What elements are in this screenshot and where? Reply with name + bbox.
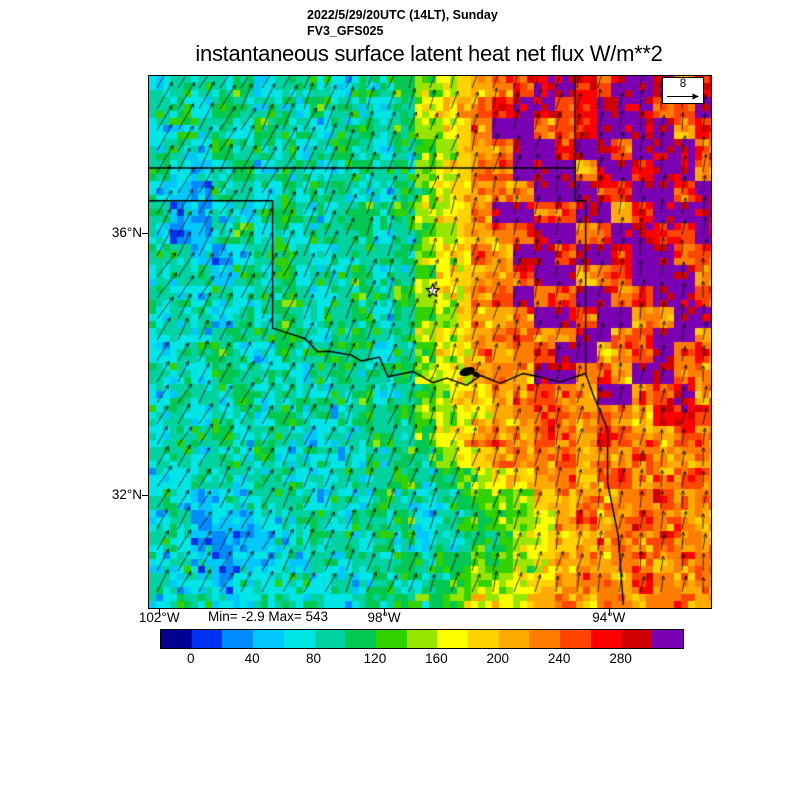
colorbar-tick-label: 80 bbox=[306, 651, 322, 666]
colorbar-segment bbox=[283, 630, 315, 648]
colorbar-segment bbox=[253, 630, 284, 648]
lat-tick bbox=[142, 232, 148, 234]
plot-title: instantaneous surface latent heat net fl… bbox=[195, 41, 663, 66]
colorbar-segment bbox=[652, 630, 683, 648]
colorbar-tick-label: 240 bbox=[547, 651, 571, 666]
colorbar-segment bbox=[529, 630, 561, 648]
map-area: 8 bbox=[148, 75, 712, 609]
colorbar-segment bbox=[314, 630, 346, 648]
lat-label: 32°N bbox=[111, 487, 142, 503]
colorbar-segment bbox=[621, 630, 653, 648]
colorbar-segment bbox=[161, 630, 192, 648]
colorbar-tick-label: 160 bbox=[425, 651, 448, 666]
colorbar-segment bbox=[191, 630, 223, 648]
colorbar-segment bbox=[498, 630, 530, 648]
colorbar-segment bbox=[375, 630, 407, 648]
colorbar-segment bbox=[468, 630, 499, 648]
colorbar-segment bbox=[437, 630, 469, 648]
plot-header: 2022/5/29/20UTC (14LT), Sunday FV3_GFS02… bbox=[307, 8, 498, 39]
wind-reference-value: 8 bbox=[679, 78, 687, 90]
colorbar-tick-label: 200 bbox=[486, 651, 510, 666]
wind-reference-arrow-icon bbox=[667, 93, 699, 100]
lat-label: 36°N bbox=[111, 224, 142, 240]
lon-tick bbox=[384, 609, 386, 615]
colorbar-tick-labels: 0 40 80 120 160 200 240 280 bbox=[160, 651, 682, 667]
colorbar-segment bbox=[560, 630, 591, 648]
lon-tick bbox=[608, 609, 610, 615]
datetime-line: 2022/5/29/20UTC (14LT), Sunday bbox=[307, 8, 498, 22]
model-line: FV3_GFS025 bbox=[307, 23, 384, 38]
lon-label: 102°W bbox=[138, 610, 180, 625]
colorbar-segment bbox=[406, 630, 438, 648]
colorbar-tick-label: 40 bbox=[244, 651, 260, 666]
colorbar bbox=[160, 629, 684, 649]
colorbar-segment bbox=[222, 630, 254, 648]
colorbar-tick-label: 120 bbox=[363, 651, 387, 666]
lon-label: 98°W bbox=[367, 610, 401, 625]
lon-tick bbox=[159, 609, 161, 615]
colorbar-segment bbox=[345, 630, 376, 648]
colorbar-segment bbox=[590, 630, 622, 648]
flux-map-canvas bbox=[149, 76, 711, 608]
colorbar-tick-label: 280 bbox=[609, 651, 632, 666]
lat-tick bbox=[142, 495, 148, 497]
wind-reference-box: 8 bbox=[662, 77, 704, 104]
colorbar-tick-label: 0 bbox=[186, 651, 195, 666]
lon-label: 94°W bbox=[592, 610, 626, 625]
minmax-stats: Min= -2.9 Max= 543 bbox=[208, 609, 329, 624]
